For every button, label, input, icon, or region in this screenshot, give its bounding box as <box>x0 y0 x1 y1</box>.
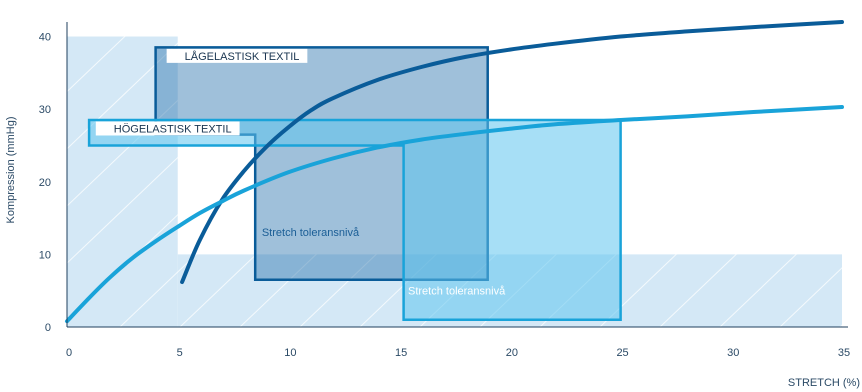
x-tick-label: 35 <box>838 347 850 359</box>
hatch-line <box>839 305 862 328</box>
axes <box>66 22 848 328</box>
y-tick-label: 0 <box>45 322 51 334</box>
x-tick-label: 0 <box>66 347 72 359</box>
region-band-left <box>67 36 178 328</box>
hatch-line <box>0 21 201 214</box>
y-tick-label: 40 <box>39 32 51 44</box>
y-tick-label: 10 <box>39 249 51 261</box>
x-tick-label: 5 <box>177 347 183 359</box>
hatch-line <box>779 248 862 328</box>
hatch-line <box>239 21 561 328</box>
box-tag-text: LÅGELASTISK TEXTIL <box>185 50 300 63</box>
box-label-low-box: Stretch toleransnivå <box>262 227 360 239</box>
hatch-line <box>0 21 141 157</box>
y-tick-label: 20 <box>39 177 51 189</box>
box-tag-low-box: LÅGELASTISK TEXTIL <box>166 48 308 63</box>
hatch-line <box>0 21 81 99</box>
hatch-line <box>0 21 261 271</box>
box-label-high-box: Stretch toleransnivå <box>408 285 506 297</box>
x-tick-label: 15 <box>395 347 407 359</box>
box-tags: LÅGELASTISK TEXTIL HÖGELASTISK TEXTIL <box>95 48 308 136</box>
box-tag-background <box>166 48 308 63</box>
x-tick-label: 30 <box>727 347 739 359</box>
x-tick-label: 20 <box>506 347 518 359</box>
hatch-line <box>0 21 321 328</box>
y-tick-label: 30 <box>39 104 51 116</box>
x-tick-label: 10 <box>284 347 296 359</box>
x-axis-label: STRETCH (%) <box>788 377 860 389</box>
hatch-line <box>719 190 862 328</box>
x-tick-label: 25 <box>616 347 628 359</box>
box-tag-text: HÖGELASTISK TEXTIL <box>114 123 232 135</box>
hatch-line <box>659 133 862 328</box>
hatch-line <box>179 21 501 328</box>
series-line-high-elastic <box>65 105 844 324</box>
box-tag-high-box: HÖGELASTISK TEXTIL <box>95 121 240 136</box>
tick-labels: 0 5 10 15 20 25 30 35 0 10 20 30 40 <box>39 32 850 359</box>
curves <box>65 20 844 324</box>
hatch-line <box>599 76 862 328</box>
series-line-low-elastic <box>180 20 844 284</box>
y-axis-label: Kompression (mmHg) <box>5 117 17 224</box>
box-tag-background <box>95 121 240 136</box>
